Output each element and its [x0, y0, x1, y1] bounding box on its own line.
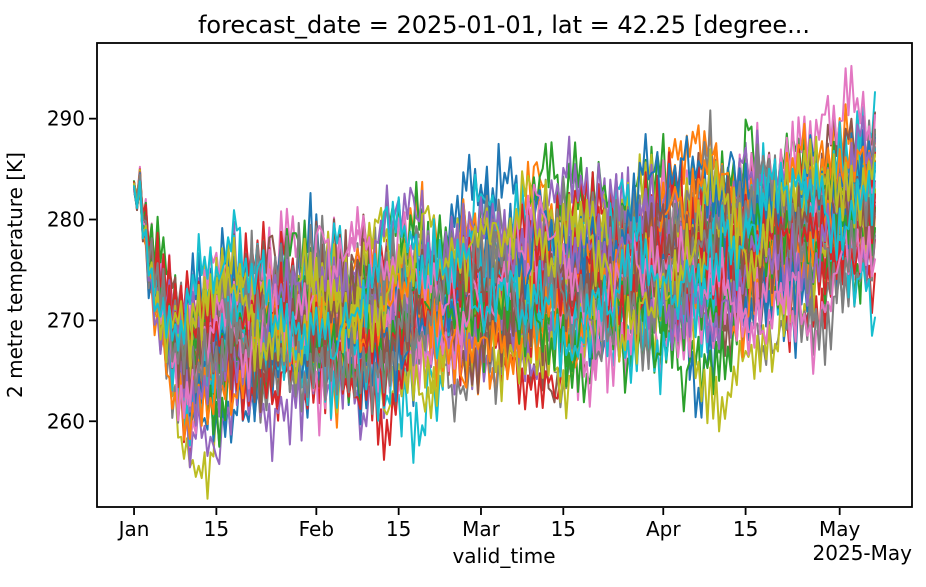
x-tick-label: 15 — [204, 517, 229, 541]
ensemble-member-line — [133, 128, 876, 415]
x-axis-label: valid_time — [452, 544, 555, 568]
x-tick-label: May — [819, 517, 861, 541]
y-axis-label: 2 metre temperature [K] — [3, 152, 27, 398]
x-tick-label: Jan — [117, 517, 150, 541]
x-tick-label: 15 — [733, 517, 758, 541]
x-tick-label: Feb — [299, 517, 334, 541]
x-tick-label: 15 — [551, 517, 576, 541]
x-axis-period-label: 2025-May — [813, 541, 913, 565]
y-tick-label: 270 — [47, 308, 85, 332]
ensemble-lines-layer — [133, 64, 876, 500]
axes-frame-layer: Jan 15 Feb 15 Mar 15 Apr 15 May 260 270 280 290 — [47, 42, 913, 541]
ensemble-member-line — [133, 135, 876, 384]
ensemble-member-line — [133, 115, 876, 427]
x-tick-label: Mar — [462, 517, 501, 541]
x-tick-label: 15 — [386, 517, 411, 541]
y-tick-label: 260 — [47, 409, 85, 433]
chart-title: forecast_date = 2025-01-01, lat = 42.25 … — [198, 11, 810, 39]
ensemble-member-line — [133, 158, 876, 378]
y-tick-label: 280 — [47, 208, 85, 232]
y-tick-label: 290 — [47, 107, 85, 131]
axes-frame — [96, 42, 913, 508]
x-tick-label: Apr — [646, 517, 681, 541]
